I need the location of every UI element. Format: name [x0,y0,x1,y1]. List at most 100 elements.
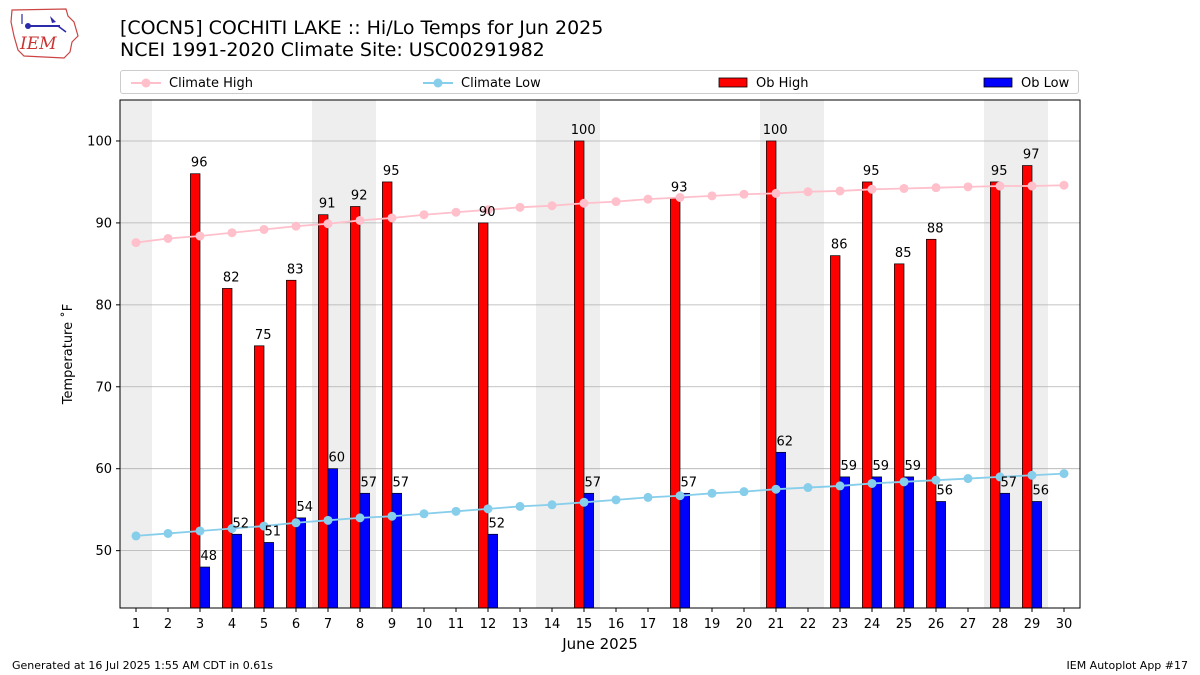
ob-high-label: 88 [927,221,944,236]
climate-low-point [995,472,1005,482]
ob-low-label: 59 [905,459,922,474]
x-tick-label: 16 [608,617,625,632]
ob-low-bar [999,492,1010,609]
climate-low-point [899,477,909,487]
ob-high-label: 75 [255,328,272,343]
climate-low-point [387,511,397,521]
temperature-chart: 9682758391929590100931008695858895974852… [60,99,1081,653]
ob-high-bar [990,181,1001,609]
ob-high-label: 82 [223,270,240,285]
y-tick-label: 60 [95,462,112,477]
climate-low-point [835,481,845,491]
x-tick-label: 20 [736,617,753,632]
climate-high-point [547,201,557,211]
ob-high-label: 92 [351,189,368,204]
legend-label: Climate High [169,75,254,91]
ob-low-bar [295,517,306,609]
y-tick-label: 90 [95,216,112,231]
climate-high-point [259,224,269,234]
x-tick-label: 6 [292,617,300,632]
ob-low-bar [391,492,402,609]
ob-high-label: 95 [991,164,1008,179]
climate-high-point [643,194,653,204]
chart-subtitle: NCEI 1991-2020 Climate Site: USC00291982 [120,39,545,61]
ob-high-label: 97 [1023,148,1040,163]
y-tick-label: 70 [95,380,112,395]
climate-low-point [739,487,749,497]
climate-low-point [1027,470,1037,480]
ob-high-bar [574,140,585,609]
x-tick-label: 26 [928,617,945,632]
climate-low-point [291,518,301,528]
ob-low-bar [775,451,786,609]
ob-low-label: 57 [681,475,698,490]
ob-low-bar [263,542,274,609]
climate-high-point [835,186,845,196]
x-tick-label: 15 [576,617,593,632]
ob-low-bar [903,476,914,609]
ob-low-label: 60 [329,451,346,466]
x-tick-label: 9 [388,617,396,632]
x-tick-label: 28 [992,617,1009,632]
climate-low-point [771,484,781,494]
ob-high-bar [478,222,489,609]
ob-high-bar [670,197,681,609]
climate-low-point [515,501,525,511]
climate-low-point [579,497,589,507]
climate-low-point [867,478,877,488]
bars [190,140,1042,609]
x-axis-label: June 2025 [561,635,638,653]
climate-high-point [611,197,621,207]
y-tick-label: 50 [95,544,112,559]
climate-high-point [227,228,237,238]
climate-high-point [387,213,397,223]
climate-low-point [163,528,173,538]
climate-low-point [419,509,429,519]
ob-high-label: 96 [191,156,208,171]
climate-high-point [1027,181,1037,191]
ob-low-label: 52 [489,516,506,531]
grid-lines [120,140,1080,552]
climate-high-point [931,183,941,193]
ob-high-bar [254,345,265,609]
ob-high-bar [286,279,297,609]
x-tick-label: 3 [196,617,204,632]
ob-low-label: 48 [201,549,218,564]
ob-low-label: 56 [937,483,954,498]
climate-high-point [483,205,493,215]
ob-high-label: 95 [863,164,880,179]
ob-low-bar [359,492,370,609]
logo-text: IEM [19,34,57,54]
climate-low-line [135,472,1065,537]
x-tick-label: 8 [356,617,364,632]
x-tick-label: 19 [704,617,721,632]
x-tick-label: 10 [416,617,433,632]
climate-low-point [707,488,717,498]
climate-high-point [995,181,1005,191]
climate-high-point [419,210,429,220]
climate-high-point [195,231,205,241]
climate-high-point [1059,180,1069,190]
ob-high-bar [350,206,361,609]
ob-high-label: 86 [831,238,848,253]
climate-low-point [931,475,941,485]
climate-high-point [771,188,781,198]
x-tick-label: 11 [448,617,465,632]
x-tick-label: 30 [1056,617,1073,632]
x-tick-label: 4 [228,617,236,632]
weekend-band [120,100,152,608]
ob-high-label: 100 [763,123,788,138]
climate-high-point [515,202,525,212]
climate-low-point [323,515,333,525]
legend-item-ob-high: Ob High [718,73,809,93]
ob-high-label: 90 [479,205,496,220]
climate-high-point [579,198,589,208]
climate-low-point [643,492,653,502]
climate-low-point [483,504,493,514]
ob-high-label: 93 [671,180,688,195]
climate-high-point [323,219,333,229]
app-credit: IEM Autoplot App #17 [1066,659,1189,672]
ob-low-label: 52 [233,516,250,531]
ob-high-bar [766,140,777,609]
